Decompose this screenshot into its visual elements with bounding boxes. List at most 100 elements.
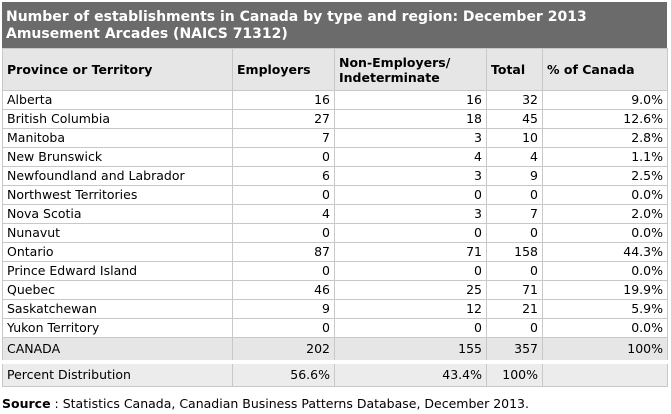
table-row: Ontario 87 71 158 44.3%: [2, 242, 668, 262]
cell-non-employers: 16: [334, 90, 487, 110]
cell-non-employers: 0: [334, 318, 487, 338]
percent-distribution-row: Percent Distribution 56.6% 43.4% 100%: [2, 360, 668, 387]
cell-pct: 2.8%: [542, 128, 668, 148]
cell-pct: 5.9%: [542, 299, 668, 319]
table-row: British Columbia 27 18 45 12.6%: [2, 109, 668, 129]
source-note: Source : Statistics Canada, Canadian Bus…: [2, 397, 529, 411]
cell-total: 0: [486, 185, 543, 205]
table-row: Yukon Territory 0 0 0 0.0%: [2, 318, 668, 338]
header-non-employers: Non-Employers/Indeterminate: [334, 48, 487, 91]
cell-total: 0: [486, 261, 543, 281]
canada-pct: 100%: [542, 337, 668, 363]
establishments-table-panel: Number of establishments in Canada by ty…: [2, 2, 668, 387]
source-text: : Statistics Canada, Canadian Business P…: [50, 396, 529, 411]
table-row: Nova Scotia 4 3 7 2.0%: [2, 204, 668, 224]
cell-non-employers: 4: [334, 147, 487, 167]
cell-employers: 9: [232, 299, 335, 319]
cell-employers: 0: [232, 223, 335, 243]
cell-total: 4: [486, 147, 543, 167]
table-title: Number of establishments in Canada by ty…: [2, 2, 667, 48]
cell-employers: 87: [232, 242, 335, 262]
table-row: Alberta 16 16 32 9.0%: [2, 90, 668, 110]
table-body: Alberta 16 16 32 9.0% British Columbia 27 18 45…: [2, 90, 668, 387]
cell-total: 0: [486, 223, 543, 243]
cell-province: Ontario: [2, 242, 233, 262]
header-pct-canada: % of Canada: [542, 48, 668, 91]
distribution-employers: 56.6%: [232, 360, 335, 387]
cell-province: Nunavut: [2, 223, 233, 243]
table-row: Newfoundland and Labrador 6 3 9 2.5%: [2, 166, 668, 186]
cell-total: 7: [486, 204, 543, 224]
table-row: Manitoba 7 3 10 2.8%: [2, 128, 668, 148]
header-row: Province or Territory Employers Non-Empl…: [2, 48, 668, 91]
cell-non-employers: 25: [334, 280, 487, 300]
cell-employers: 6: [232, 166, 335, 186]
cell-total: 9: [486, 166, 543, 186]
canada-total-row: CANADA 202 155 357 100%: [2, 337, 668, 363]
cell-total: 21: [486, 299, 543, 319]
cell-pct: 2.5%: [542, 166, 668, 186]
cell-pct: 0.0%: [542, 318, 668, 338]
cell-non-employers: 3: [334, 166, 487, 186]
cell-province: Prince Edward Island: [2, 261, 233, 281]
cell-pct: 0.0%: [542, 223, 668, 243]
cell-province: Northwest Territories: [2, 185, 233, 205]
cell-pct: 44.3%: [542, 242, 668, 262]
establishments-table: Province or Territory Employers Non-Empl…: [2, 48, 668, 387]
table-row: New Brunswick 0 4 4 1.1%: [2, 147, 668, 167]
table-row: Nunavut 0 0 0 0.0%: [2, 223, 668, 243]
header-non-employers-line-2: Indeterminate: [339, 69, 440, 85]
cell-employers: 0: [232, 261, 335, 281]
table-row: Quebec 46 25 71 19.9%: [2, 280, 668, 300]
cell-non-employers: 12: [334, 299, 487, 319]
cell-non-employers: 18: [334, 109, 487, 129]
header-total: Total: [486, 48, 543, 91]
cell-province: Nova Scotia: [2, 204, 233, 224]
cell-pct: 19.9%: [542, 280, 668, 300]
cell-total: 158: [486, 242, 543, 262]
header-non-employers-line-1: Non-Employers/: [339, 54, 451, 70]
cell-employers: 0: [232, 318, 335, 338]
cell-pct: 2.0%: [542, 204, 668, 224]
distribution-label: Percent Distribution: [2, 360, 233, 387]
cell-province: Alberta: [2, 90, 233, 110]
cell-province: Saskatchewan: [2, 299, 233, 319]
cell-total: 71: [486, 280, 543, 300]
cell-province: Quebec: [2, 280, 233, 300]
distribution-total: 100%: [486, 360, 543, 387]
cell-employers: 46: [232, 280, 335, 300]
cell-employers: 0: [232, 147, 335, 167]
cell-employers: 27: [232, 109, 335, 129]
cell-non-employers: 71: [334, 242, 487, 262]
cell-employers: 0: [232, 185, 335, 205]
cell-province: Newfoundland and Labrador: [2, 166, 233, 186]
table-title-line-2: Amusement Arcades (NAICS 71312): [6, 26, 288, 42]
header-employers: Employers: [232, 48, 335, 91]
cell-employers: 16: [232, 90, 335, 110]
cell-total: 32: [486, 90, 543, 110]
header-employers-label: Employers: [237, 62, 311, 77]
distribution-pct: [542, 360, 668, 387]
cell-province: British Columbia: [2, 109, 233, 129]
table-row: Prince Edward Island 0 0 0 0.0%: [2, 261, 668, 281]
header-province: Province or Territory: [2, 48, 233, 91]
canada-label: CANADA: [2, 337, 233, 363]
table-row: Saskatchewan 9 12 21 5.9%: [2, 299, 668, 319]
cell-employers: 4: [232, 204, 335, 224]
table-title-line-1: Number of establishments in Canada by ty…: [6, 9, 587, 25]
cell-total: 10: [486, 128, 543, 148]
canada-non-employers: 155: [334, 337, 487, 363]
cell-pct: 0.0%: [542, 261, 668, 281]
cell-province: Manitoba: [2, 128, 233, 148]
cell-employers: 7: [232, 128, 335, 148]
cell-non-employers: 3: [334, 204, 487, 224]
cell-pct: 1.1%: [542, 147, 668, 167]
cell-province: Yukon Territory: [2, 318, 233, 338]
cell-non-employers: 0: [334, 185, 487, 205]
cell-non-employers: 0: [334, 223, 487, 243]
table-row: Northwest Territories 0 0 0 0.0%: [2, 185, 668, 205]
distribution-non-employers: 43.4%: [334, 360, 487, 387]
cell-non-employers: 0: [334, 261, 487, 281]
cell-pct: 0.0%: [542, 185, 668, 205]
cell-total: 45: [486, 109, 543, 129]
